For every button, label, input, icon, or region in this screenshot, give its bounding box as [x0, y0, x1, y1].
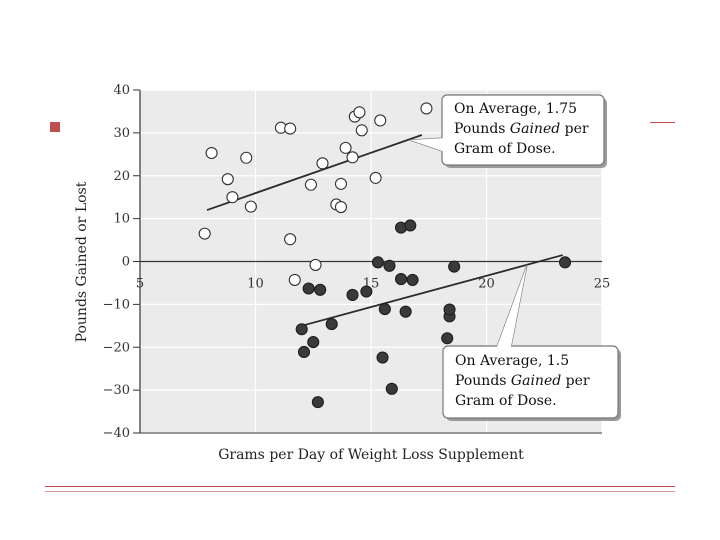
open-data-point: [288, 273, 301, 286]
filled-data-point: [346, 288, 359, 301]
y-tick-label: 40: [113, 83, 130, 98]
open-data-point: [334, 177, 348, 190]
trend-lines: [206, 134, 563, 327]
filled-data-point: [376, 351, 389, 364]
bullet-square: [50, 122, 60, 132]
callout-line-2: Pounds Gained per: [455, 373, 590, 389]
y-axis-title: Pounds Gained or Lost: [74, 181, 90, 342]
filled-data-point: [325, 318, 338, 331]
filled-data-point: [441, 332, 454, 345]
open-data-point: [221, 173, 234, 186]
filled-data-point: [378, 303, 391, 316]
x-tick-label: 5: [136, 277, 144, 292]
callout-line-3: Gram of Dose.: [455, 393, 557, 409]
open-data-point: [284, 122, 297, 135]
y-tick-label: 20: [113, 169, 130, 184]
y-tick-label: 10: [113, 212, 130, 227]
y-tick-label: −10: [103, 297, 130, 312]
data-points: [198, 102, 572, 409]
filled-data-point: [404, 219, 417, 232]
y-tick-label: 30: [113, 126, 130, 141]
filled-data-point: [558, 256, 572, 269]
open-data-point: [339, 141, 352, 154]
callout-text-pounds: Pounds: [454, 121, 510, 137]
open-data-point: [369, 171, 382, 184]
filled-data-point: [360, 285, 373, 298]
open-data-point: [284, 233, 297, 246]
open-data-point: [226, 191, 239, 204]
open-data-point: [420, 102, 433, 115]
open-data-point: [240, 151, 253, 164]
callout-line-2: Pounds Gained per: [454, 121, 589, 137]
callout-text-gained: Gained: [510, 121, 560, 137]
open-data-point: [316, 157, 329, 170]
open-data-point: [304, 178, 317, 191]
callout-pointer-fill: [495, 265, 527, 352]
filled-data-point: [448, 260, 461, 273]
callout-line-1: On Average, 1.5: [455, 353, 569, 369]
callout-line-1: On Average, 1.75: [454, 101, 577, 117]
filled-data-point: [385, 382, 398, 395]
callout-text-per: per: [560, 121, 589, 137]
filled-data-point: [295, 323, 308, 336]
open-data-point: [353, 106, 366, 119]
x-tick-label: 20: [478, 277, 495, 292]
filled-data-point: [406, 273, 419, 286]
callout-text-per: per: [561, 373, 590, 389]
y-tick-label: −30: [103, 383, 130, 398]
trend-line-2: [301, 254, 563, 327]
y-tick-label: 0: [122, 255, 130, 270]
open-data-point: [374, 114, 387, 127]
open-data-point: [205, 146, 218, 160]
open-data-point: [244, 200, 257, 213]
filled-data-point: [399, 305, 412, 318]
callout-line-3: Gram of Dose.: [454, 141, 556, 157]
callout-text-pounds: Pounds: [455, 373, 511, 389]
open-data-point: [198, 227, 211, 240]
open-data-point: [355, 124, 368, 137]
filled-data-point: [394, 273, 408, 286]
y-tick-label: −40: [103, 426, 130, 441]
x-tick-label: 10: [247, 277, 264, 292]
callout-frame: [441, 94, 605, 166]
filled-data-point: [302, 282, 315, 295]
filled-data-point: [371, 256, 384, 269]
open-data-point: [309, 258, 322, 271]
callout-pointer-fill: [410, 138, 445, 152]
callout-frame: [442, 345, 619, 419]
filled-data-point: [314, 283, 327, 296]
filled-data-point: [443, 303, 456, 316]
open-data-point: [334, 200, 348, 214]
filled-data-point: [297, 345, 311, 359]
open-data-point: [346, 151, 359, 164]
callout-text-gained: Gained: [511, 373, 561, 389]
x-tick-label: 25: [594, 277, 611, 292]
trend-line-1: [206, 134, 423, 211]
x-axis-title: Grams per Day of Weight Loss Supplement: [218, 447, 524, 463]
footer-rule-1: [45, 486, 675, 487]
footer-rule-2: [45, 491, 675, 492]
filled-data-point: [383, 259, 396, 272]
filled-data-point: [307, 336, 320, 349]
y-tick-label: −20: [103, 340, 130, 355]
filled-data-point: [311, 396, 324, 409]
